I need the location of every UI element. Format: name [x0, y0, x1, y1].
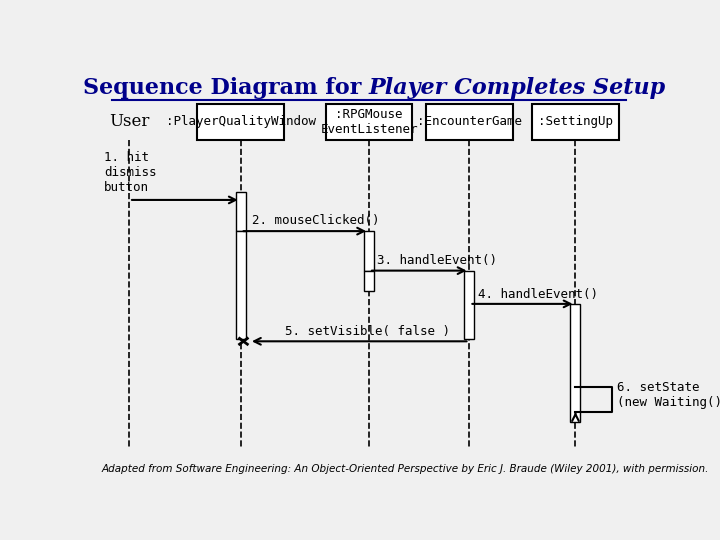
- Bar: [364, 231, 374, 271]
- Text: 6. setState
(new Waiting()): 6. setState (new Waiting()): [617, 381, 720, 409]
- Bar: [325, 104, 413, 140]
- Text: Sequence Diagram for: Sequence Diagram for: [83, 77, 369, 99]
- Bar: [570, 304, 580, 422]
- Text: :RPGMouse
EventListener: :RPGMouse EventListener: [320, 108, 418, 136]
- Text: :EncounterGame: :EncounterGame: [417, 116, 522, 129]
- Text: 1. hit
dismiss
button: 1. hit dismiss button: [104, 151, 156, 194]
- Text: 5. setVisible( false ): 5. setVisible( false ): [285, 325, 450, 338]
- Text: Adapted from Software Engineering: An Object-Oriented Perspective by Eric J. Bra: Adapted from Software Engineering: An Ob…: [101, 464, 708, 474]
- Text: :SettingUp: :SettingUp: [538, 116, 613, 129]
- Text: 3. handleEvent(): 3. handleEvent(): [377, 254, 498, 267]
- Text: 2. mouseClicked(): 2. mouseClicked(): [252, 214, 379, 227]
- Bar: [464, 271, 474, 339]
- Text: :PlayerQualityWindow: :PlayerQualityWindow: [166, 116, 315, 129]
- Bar: [364, 271, 374, 292]
- Bar: [426, 104, 513, 140]
- Bar: [532, 104, 618, 140]
- Text: User: User: [109, 113, 149, 131]
- Bar: [235, 231, 246, 339]
- Bar: [197, 104, 284, 140]
- Bar: [235, 192, 246, 231]
- Text: Player Completes Setup: Player Completes Setup: [369, 77, 666, 99]
- Text: 4. handleEvent(): 4. handleEvent(): [478, 288, 598, 301]
